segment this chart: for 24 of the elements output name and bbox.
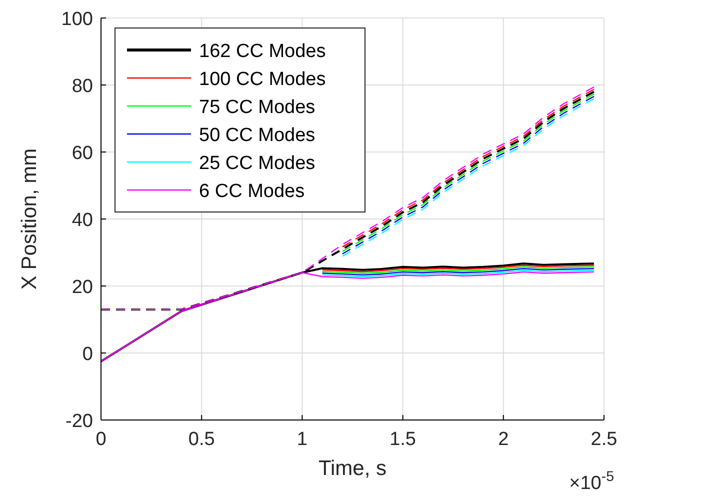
y-axis-title: X Position, mm bbox=[18, 148, 41, 290]
x-tick-label: 2.5 bbox=[590, 429, 618, 450]
legend-label: 100 CC Modes bbox=[199, 69, 326, 90]
y-tick-label: 80 bbox=[72, 76, 93, 97]
legend-label: 50 CC Modes bbox=[199, 125, 316, 146]
y-tick-label: 20 bbox=[72, 277, 93, 298]
line-series bbox=[322, 268, 595, 276]
x-tick-label: 0 bbox=[96, 429, 106, 450]
y-tick-label: 100 bbox=[61, 9, 93, 30]
y-tick-label: 40 bbox=[72, 210, 93, 231]
text: ×10$^{-5}$ bbox=[569, 469, 614, 494]
line-series bbox=[322, 270, 595, 278]
x-tick-label: 2 bbox=[498, 429, 509, 450]
legend-label: 75 CC Modes bbox=[199, 97, 316, 118]
legend-label: 6 CC Modes bbox=[199, 181, 305, 202]
x-tick-label: 0.5 bbox=[188, 429, 215, 450]
y-tick-label: 0 bbox=[82, 344, 93, 365]
x-tick-label: 1 bbox=[296, 429, 308, 450]
legend-label: 25 CC Modes bbox=[199, 153, 316, 174]
y-tick-label: 60 bbox=[72, 143, 93, 164]
legend-label: 162 CC Modes bbox=[199, 41, 326, 62]
x-axis-title: Time, s bbox=[318, 457, 387, 480]
x-tick-label: 1.5 bbox=[390, 429, 416, 450]
y-tick-label: -20 bbox=[66, 411, 93, 432]
